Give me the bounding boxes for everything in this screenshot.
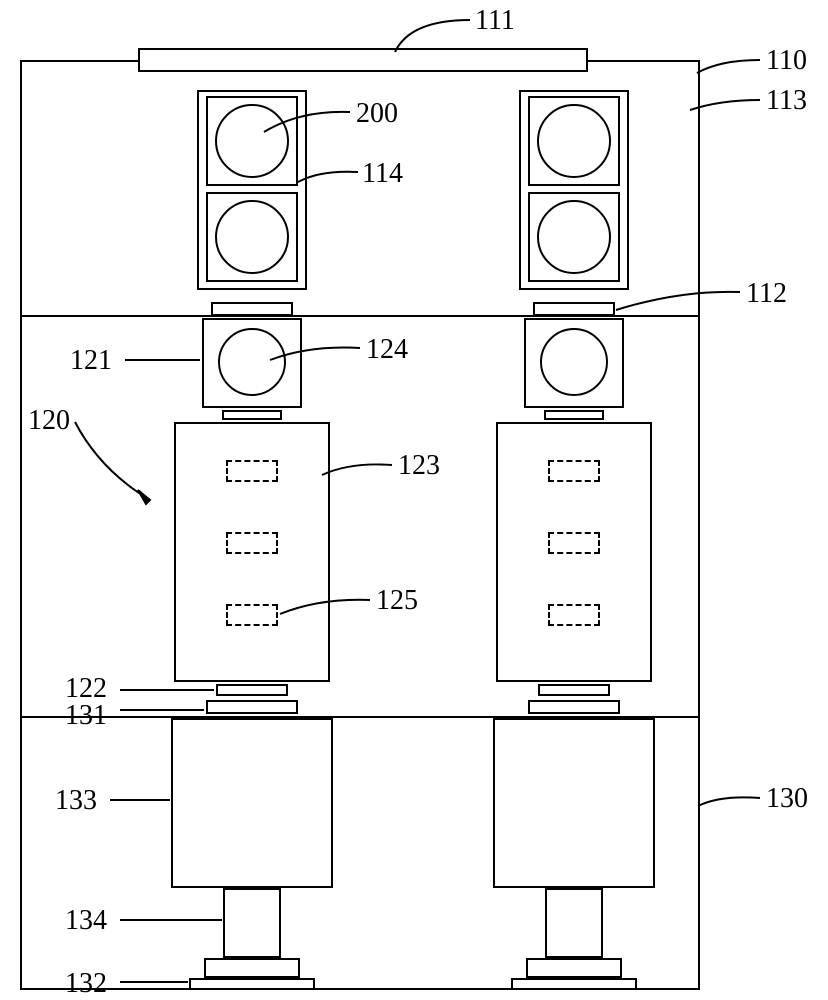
label-112: 112	[746, 278, 787, 310]
label-134: 134	[65, 905, 107, 937]
diagram-stage: 111 110 113 200 114 112 121 124 120 123 …	[0, 0, 828, 1000]
label-113: 113	[766, 85, 807, 117]
label-124: 124	[366, 334, 408, 366]
label-120: 120	[28, 405, 70, 437]
label-125: 125	[376, 585, 418, 617]
label-131: 131	[65, 700, 107, 732]
label-123: 123	[398, 450, 440, 482]
label-133: 133	[55, 785, 97, 817]
label-111: 111	[475, 5, 515, 37]
label-110: 110	[766, 45, 807, 77]
label-132: 132	[65, 968, 107, 1000]
label-114: 114	[362, 158, 403, 190]
label-130: 130	[766, 783, 808, 815]
arrowhead-120	[0, 0, 828, 1000]
label-121: 121	[70, 345, 112, 377]
label-200: 200	[356, 98, 398, 130]
